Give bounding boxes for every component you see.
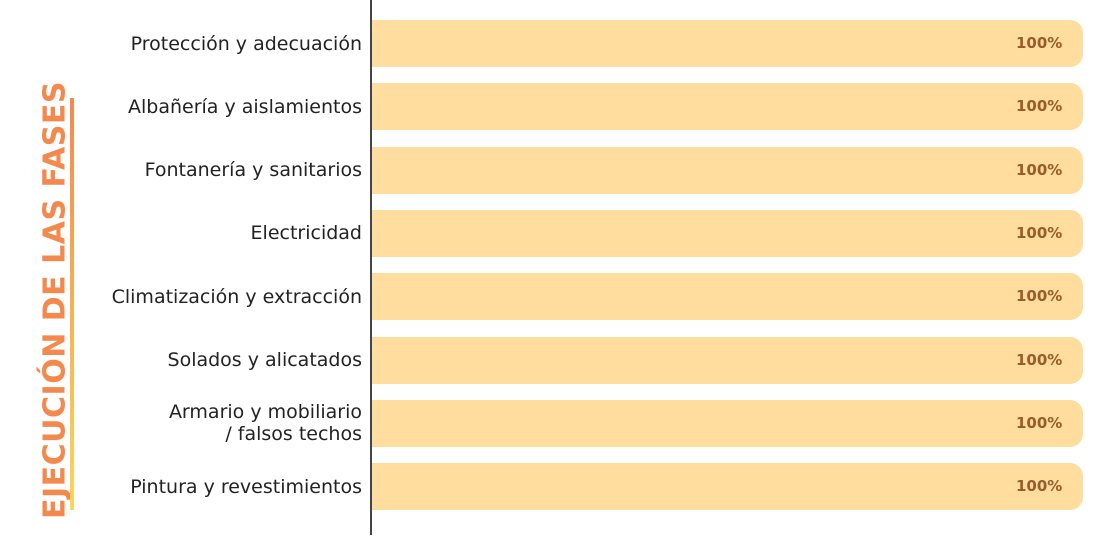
value-label: 100%: [1016, 34, 1063, 52]
value-label: 100%: [1016, 350, 1063, 369]
axis-line: [370, 0, 372, 535]
category-label: Solados y alicatados: [167, 349, 362, 371]
value-label: 100%: [1016, 223, 1063, 242]
category-label: Protección y adecuación: [130, 32, 362, 55]
category-label: Electricidad: [250, 222, 362, 245]
bar: [372, 209, 1083, 257]
title-underline: [70, 98, 74, 510]
category-label: Climatización y extracción: [111, 285, 362, 308]
bar: [372, 146, 1083, 194]
category-label: Fontanería y sanitarios: [144, 159, 362, 182]
value-label: 100%: [1016, 413, 1063, 432]
bar: [372, 83, 1083, 131]
bar: [372, 273, 1083, 321]
category-label: Albañería y aislamientos: [127, 95, 362, 118]
category-label: Pintura y revestimientos: [130, 475, 362, 498]
value-label: 100%: [1016, 160, 1063, 179]
bar: [372, 399, 1083, 447]
category-label: Armario y mobiliario / falsos techos: [168, 401, 362, 446]
value-label: 100%: [1016, 97, 1063, 116]
bar: [372, 463, 1083, 511]
bar: [372, 20, 1083, 67]
value-label: 100%: [1016, 477, 1063, 496]
value-label: 100%: [1016, 287, 1063, 306]
bar: [372, 336, 1083, 384]
